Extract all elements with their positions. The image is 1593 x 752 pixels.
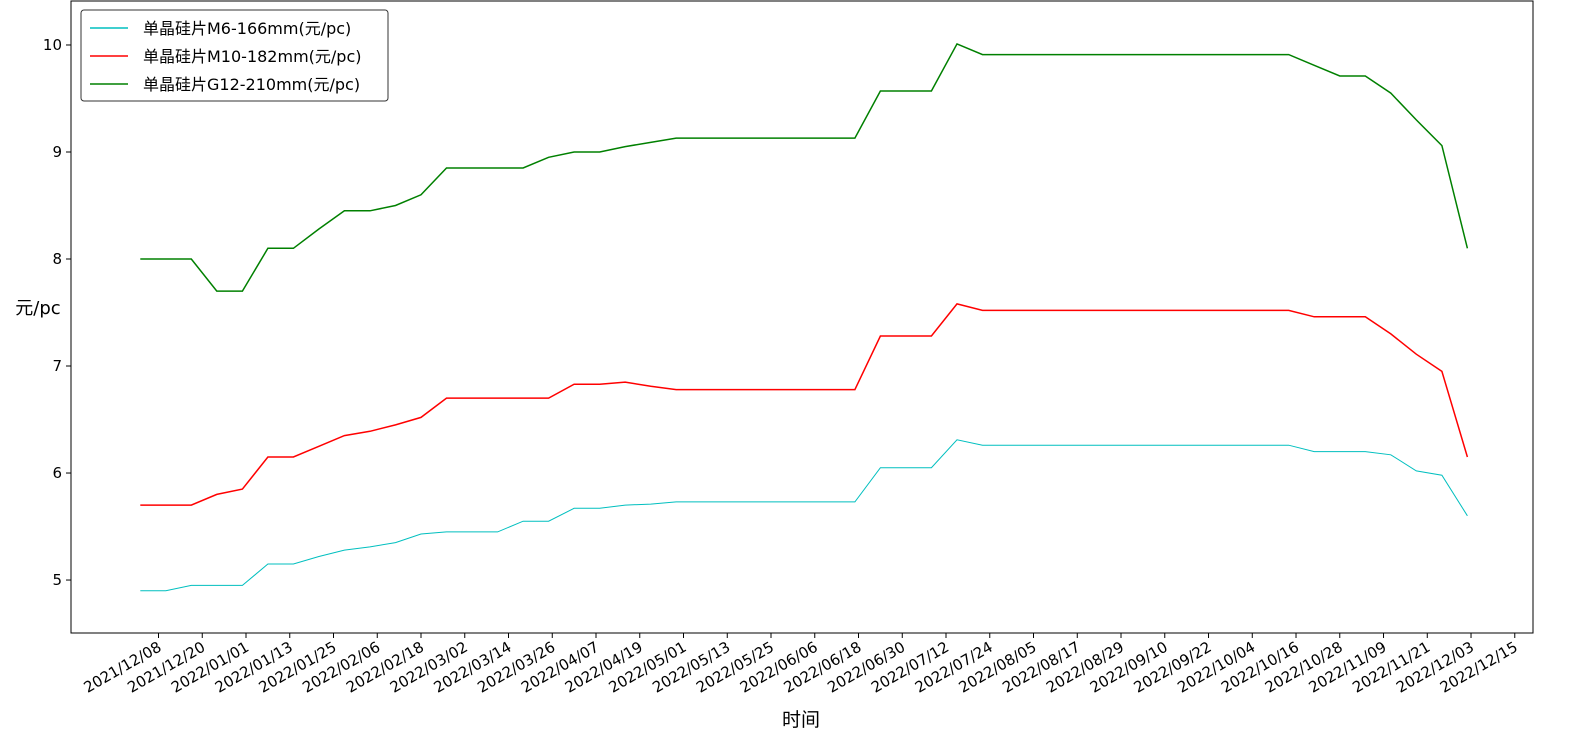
y-tick-label: 6 — [52, 464, 62, 482]
plot-frame — [70, 0, 1534, 634]
line — [140, 303, 1469, 506]
legend-label: 单晶硅片G12-210mm(元/pc) — [143, 75, 360, 94]
y-tick-label: 10 — [43, 36, 62, 54]
y-axis-label: 元/pc — [15, 298, 60, 319]
legend-box — [80, 9, 389, 102]
legend-label: 单晶硅片M6-166mm(元/pc) — [143, 19, 351, 38]
line — [140, 42, 1469, 292]
y-tick-label: 5 — [52, 571, 62, 589]
line — [140, 439, 1468, 592]
x-axis-label: 时间 — [782, 709, 820, 731]
legend-label: 单晶硅片M10-182mm(元/pc) — [143, 47, 361, 66]
y-tick-label: 9 — [52, 143, 62, 161]
y-tick-label: 8 — [52, 250, 62, 268]
y-tick-label: 7 — [52, 357, 62, 375]
